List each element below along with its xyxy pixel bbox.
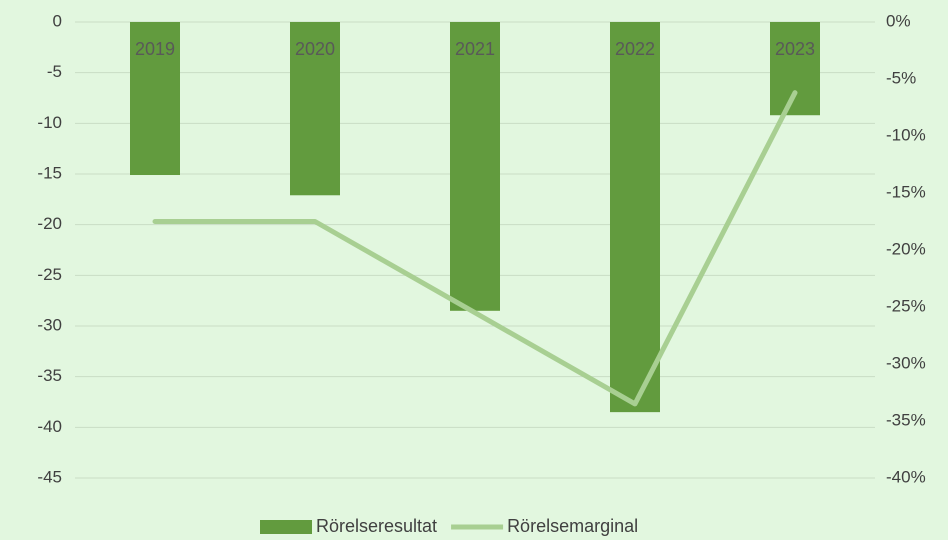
y-tick-label: -5 — [47, 62, 62, 81]
y2-tick-label: -5% — [886, 68, 916, 87]
y-tick-label: -25 — [37, 265, 62, 284]
legend-swatch — [260, 520, 312, 534]
y2-tick-label: -35% — [886, 410, 926, 429]
bar — [130, 22, 180, 176]
y2-tick-label: -20% — [886, 239, 926, 258]
y2-tick-label: -15% — [886, 182, 926, 201]
bar — [770, 22, 820, 116]
y2-tick-label: -10% — [886, 125, 926, 144]
y2-tick-label: -25% — [886, 296, 926, 315]
y-tick-label: -45 — [37, 467, 62, 486]
x-tick-label: 2021 — [455, 39, 495, 59]
y-tick-label: -20 — [37, 214, 62, 233]
y2-tick-label: -40% — [886, 467, 926, 486]
x-tick-label: 2023 — [775, 39, 815, 59]
y-tick-label: 0 — [53, 11, 62, 30]
x-tick-label: 2022 — [615, 39, 655, 59]
line — [152, 90, 798, 407]
y-tick-label: -35 — [37, 366, 62, 385]
y2-tick-label: -30% — [886, 353, 926, 372]
y2-tick-label: 0% — [886, 11, 911, 30]
bar — [450, 22, 500, 311]
legend-label: Rörelseresultat — [316, 516, 437, 536]
y-tick-label: -30 — [37, 315, 62, 334]
bar — [290, 22, 340, 196]
y-tick-label: -15 — [37, 163, 62, 182]
y-tick-label: -10 — [37, 113, 62, 132]
y-tick-label: -40 — [37, 417, 62, 436]
x-tick-label: 2020 — [295, 39, 335, 59]
bar — [610, 22, 660, 413]
legend-label: Rörelsemarginal — [507, 516, 638, 536]
x-tick-label: 2019 — [135, 39, 175, 59]
